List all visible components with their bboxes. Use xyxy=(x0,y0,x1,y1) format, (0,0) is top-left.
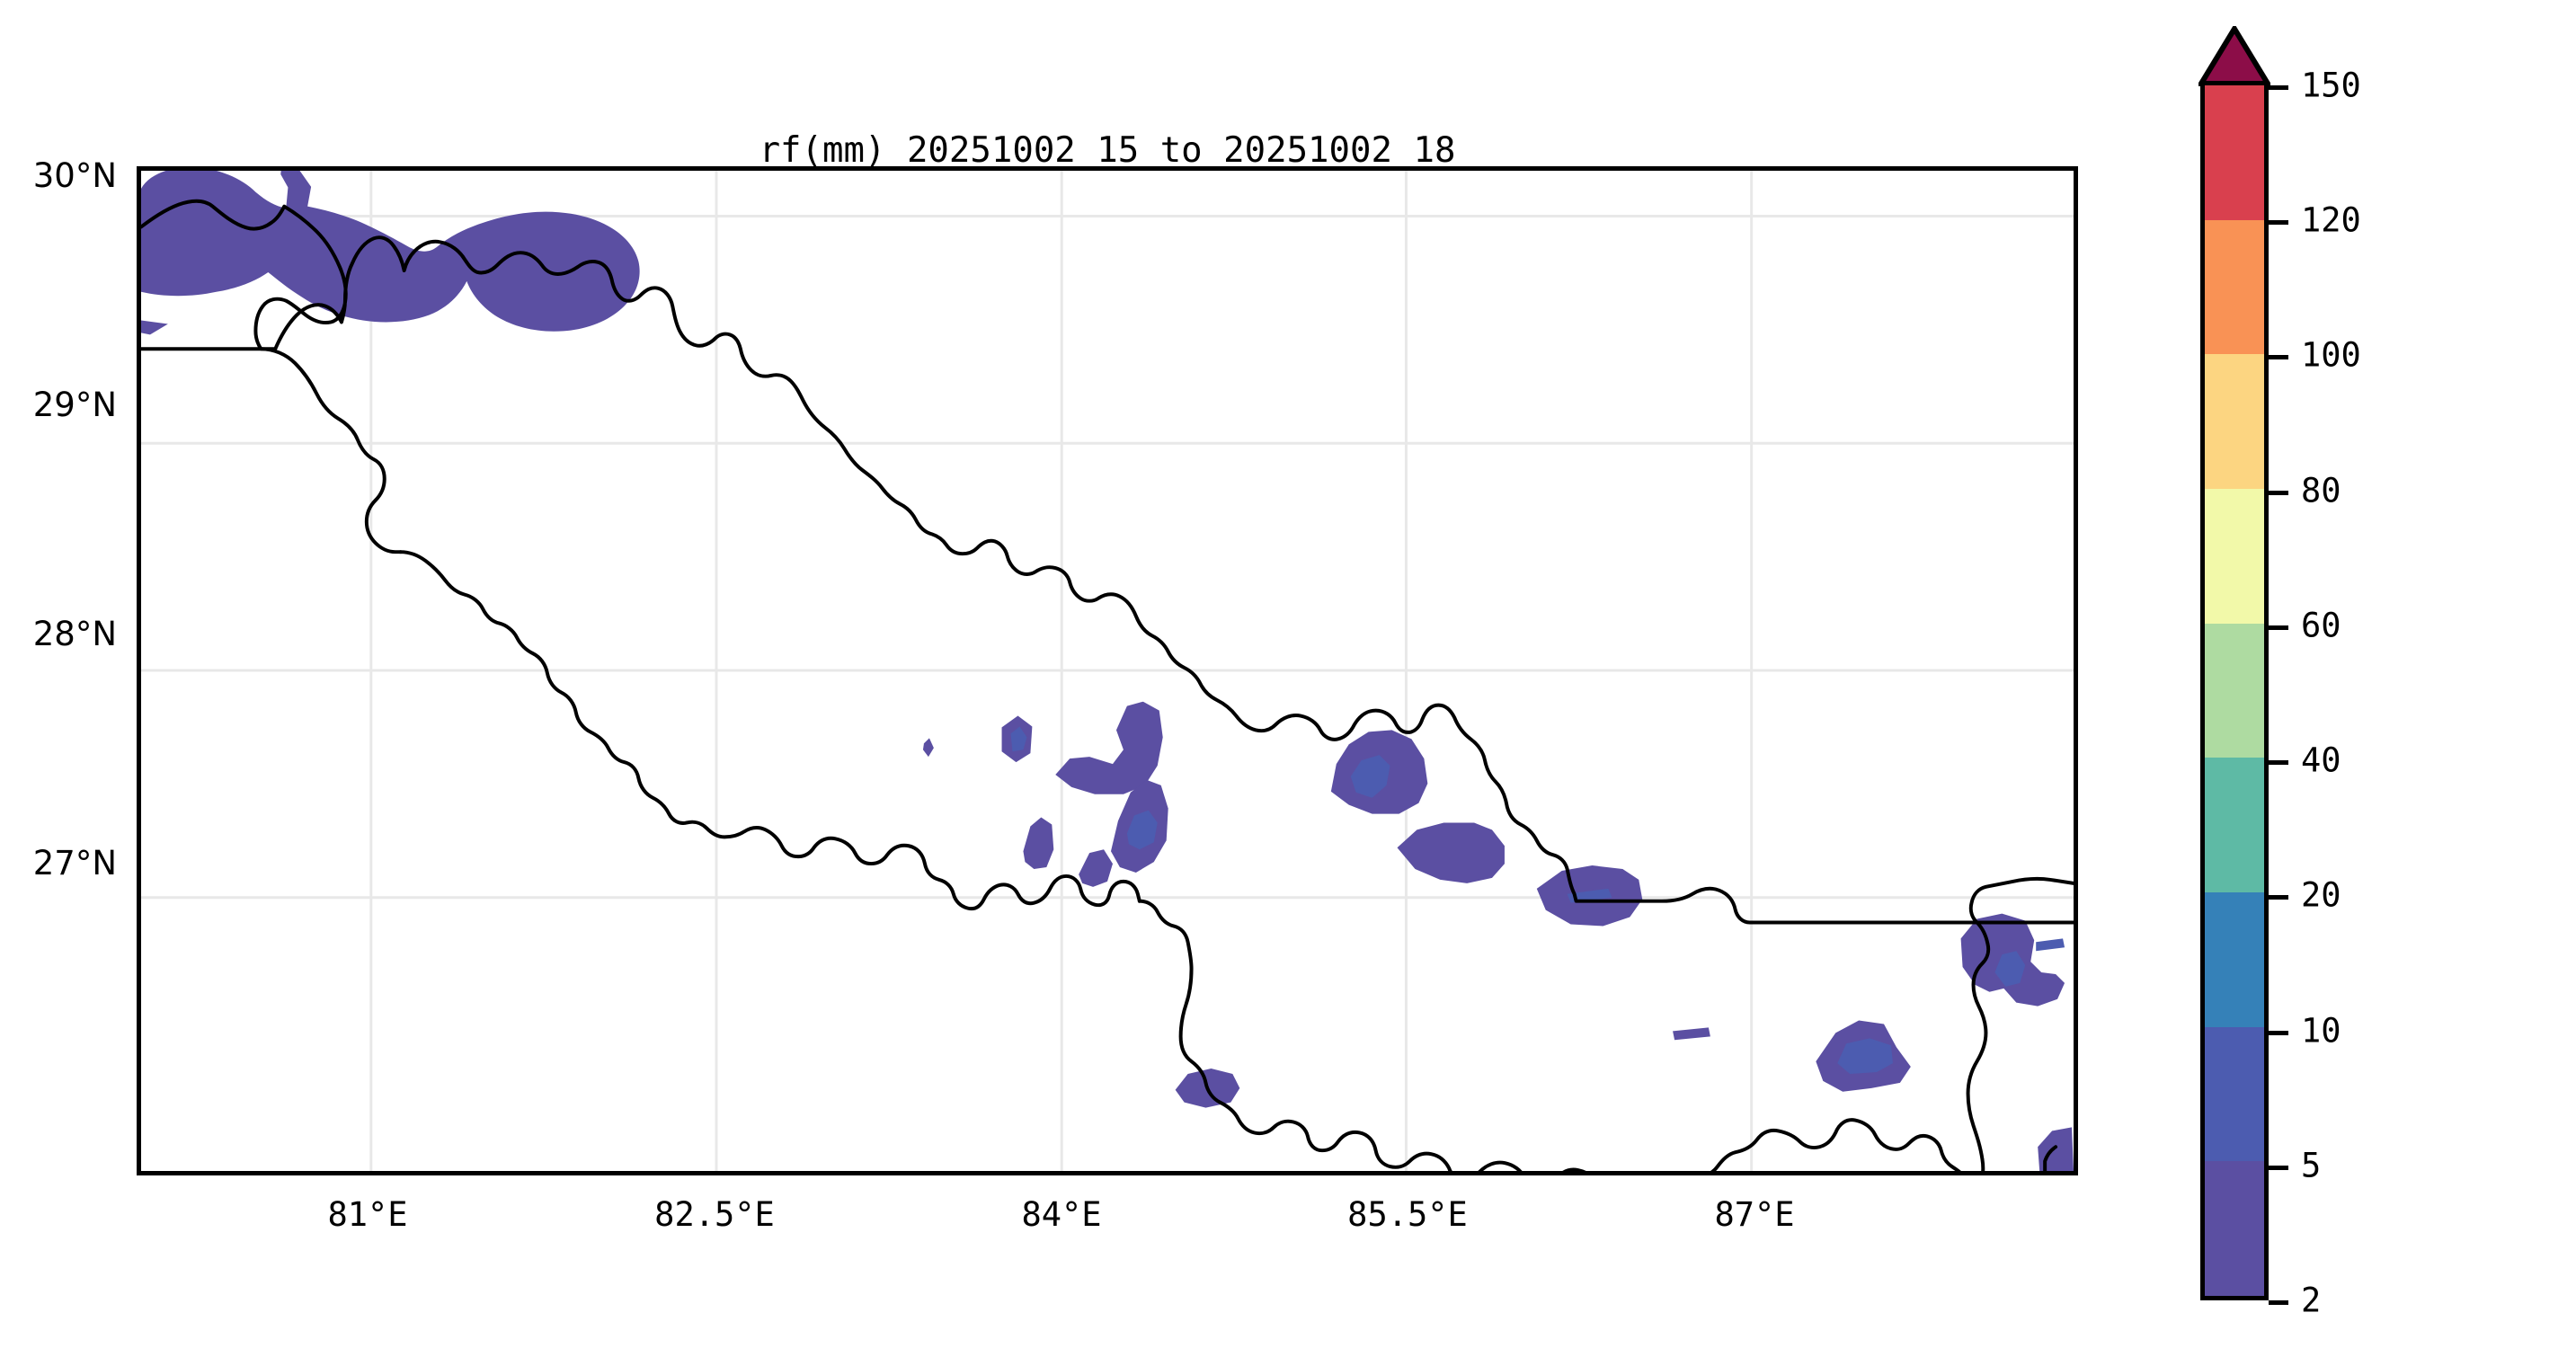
figure-title-line-1: rf(mm) 20251002_15 to 20251002_18 xyxy=(759,130,1456,171)
rainfall-region-central-tiny-speck xyxy=(922,738,934,758)
ytick-label-29n: 29°N xyxy=(32,386,117,424)
colorbar-tick-5 xyxy=(2269,1166,2288,1170)
colorbar-tick-label-120: 120 xyxy=(2301,200,2361,240)
colorbar-tick-150 xyxy=(2269,85,2288,90)
colorbar-tick-2 xyxy=(2269,1300,2288,1305)
colorbar-band-60-80 xyxy=(2205,488,2264,624)
colorbar-extend-arrow-max xyxy=(2198,26,2270,86)
rainfall-core-east-sliver-87-8 xyxy=(2036,938,2065,952)
rainfall-region-central-patch-84-7 xyxy=(1397,822,1505,883)
rainfall-region-central-patch-83-9 xyxy=(1055,701,1163,794)
ytick-label-27n: 27°N xyxy=(32,844,117,882)
nepal-border-path xyxy=(141,199,2074,925)
nepal-border-east-path xyxy=(1966,876,2074,1171)
rainfall-core-far-east-88-0 xyxy=(1994,951,2026,987)
colorbar-band-10-20 xyxy=(2205,891,2264,1027)
xtick-label-85p5e: 85.5°E xyxy=(1347,1195,1468,1234)
map-canvas xyxy=(141,171,2074,1171)
xtick-label-84e: 84°E xyxy=(1021,1195,1102,1234)
colorbar-band-100-120 xyxy=(2205,219,2264,355)
xtick-label-82p5e: 82.5°E xyxy=(654,1195,775,1234)
colorbar-band-40-60 xyxy=(2205,623,2264,758)
gridlines xyxy=(141,171,2074,1171)
colorbar-band-2-5 xyxy=(2205,1161,2264,1296)
rainfall-core-central-84-3 xyxy=(1350,755,1390,798)
colorbar-band-stack xyxy=(2200,84,2269,1300)
ytick-label-30n: 30°N xyxy=(32,156,117,195)
rainfall-region-northwest-top-notch xyxy=(280,171,299,191)
colorbar-band-80-100 xyxy=(2205,354,2264,489)
nepal-border-outline xyxy=(141,199,2074,1171)
nepal-border-southwest-path xyxy=(141,347,403,554)
rainfall-core-east-87-4 xyxy=(1837,1038,1893,1074)
colorbar-tick-60 xyxy=(2269,625,2288,630)
nepal-border-far-east-corner-path xyxy=(2043,1145,2058,1171)
colorbar-band-5-10 xyxy=(2205,1026,2264,1162)
xtick-label-87e: 87°E xyxy=(1714,1195,1795,1234)
colorbar-tick-label-80: 80 xyxy=(2301,471,2341,510)
colorbar-tick-label-150: 150 xyxy=(2301,66,2361,105)
colorbar-tick-120 xyxy=(2269,220,2288,225)
rainfall-region-east-sliver-86-4 xyxy=(1673,1027,1710,1041)
ytick-label-28n: 28°N xyxy=(32,615,117,653)
rainfall-contours-5-10 xyxy=(1010,726,2065,1074)
colorbar-tick-label-5: 5 xyxy=(2301,1146,2322,1185)
colorbar-band-120-150 xyxy=(2205,84,2264,220)
rainfall-core-central-83-5 xyxy=(1010,726,1027,752)
colorbar-tick-40 xyxy=(2269,760,2288,765)
rainfall-core-central-84-1-south xyxy=(1126,810,1158,850)
colorbar-tick-label-10: 10 xyxy=(2301,1011,2341,1051)
colorbar-tick-20 xyxy=(2269,895,2288,900)
nepal-border-terai-east-path xyxy=(1137,899,1961,1171)
colorbar-tick-label-20: 20 xyxy=(2301,875,2341,915)
colorbar-tick-80 xyxy=(2269,491,2288,495)
rainfall-region-northwest-himalaya-band xyxy=(141,171,640,332)
colorbar-tick-10 xyxy=(2269,1031,2288,1035)
colorbar-tick-label-2: 2 xyxy=(2301,1281,2322,1320)
colorbar-band-20-40 xyxy=(2205,758,2264,892)
colorbar-tick-label-40: 40 xyxy=(2301,741,2341,780)
colorbar-tick-100 xyxy=(2269,355,2288,359)
rainfall-region-central-tooth-84-0 xyxy=(1079,849,1113,887)
rainfall-region-west-edge-sliver xyxy=(141,320,168,335)
colorbar[interactable]: 150 120 100 80 60 40 20 10 5 2 xyxy=(2198,26,2361,1317)
xtick-label-81e: 81°E xyxy=(327,1195,408,1234)
rainfall-region-central-spur-83-9-south xyxy=(1023,817,1054,870)
colorbar-tick-label-60: 60 xyxy=(2301,606,2341,645)
map-axes[interactable] xyxy=(137,166,2078,1175)
nepal-border-terai-west-path xyxy=(398,550,1141,911)
colorbar-tick-label-100: 100 xyxy=(2301,335,2361,375)
